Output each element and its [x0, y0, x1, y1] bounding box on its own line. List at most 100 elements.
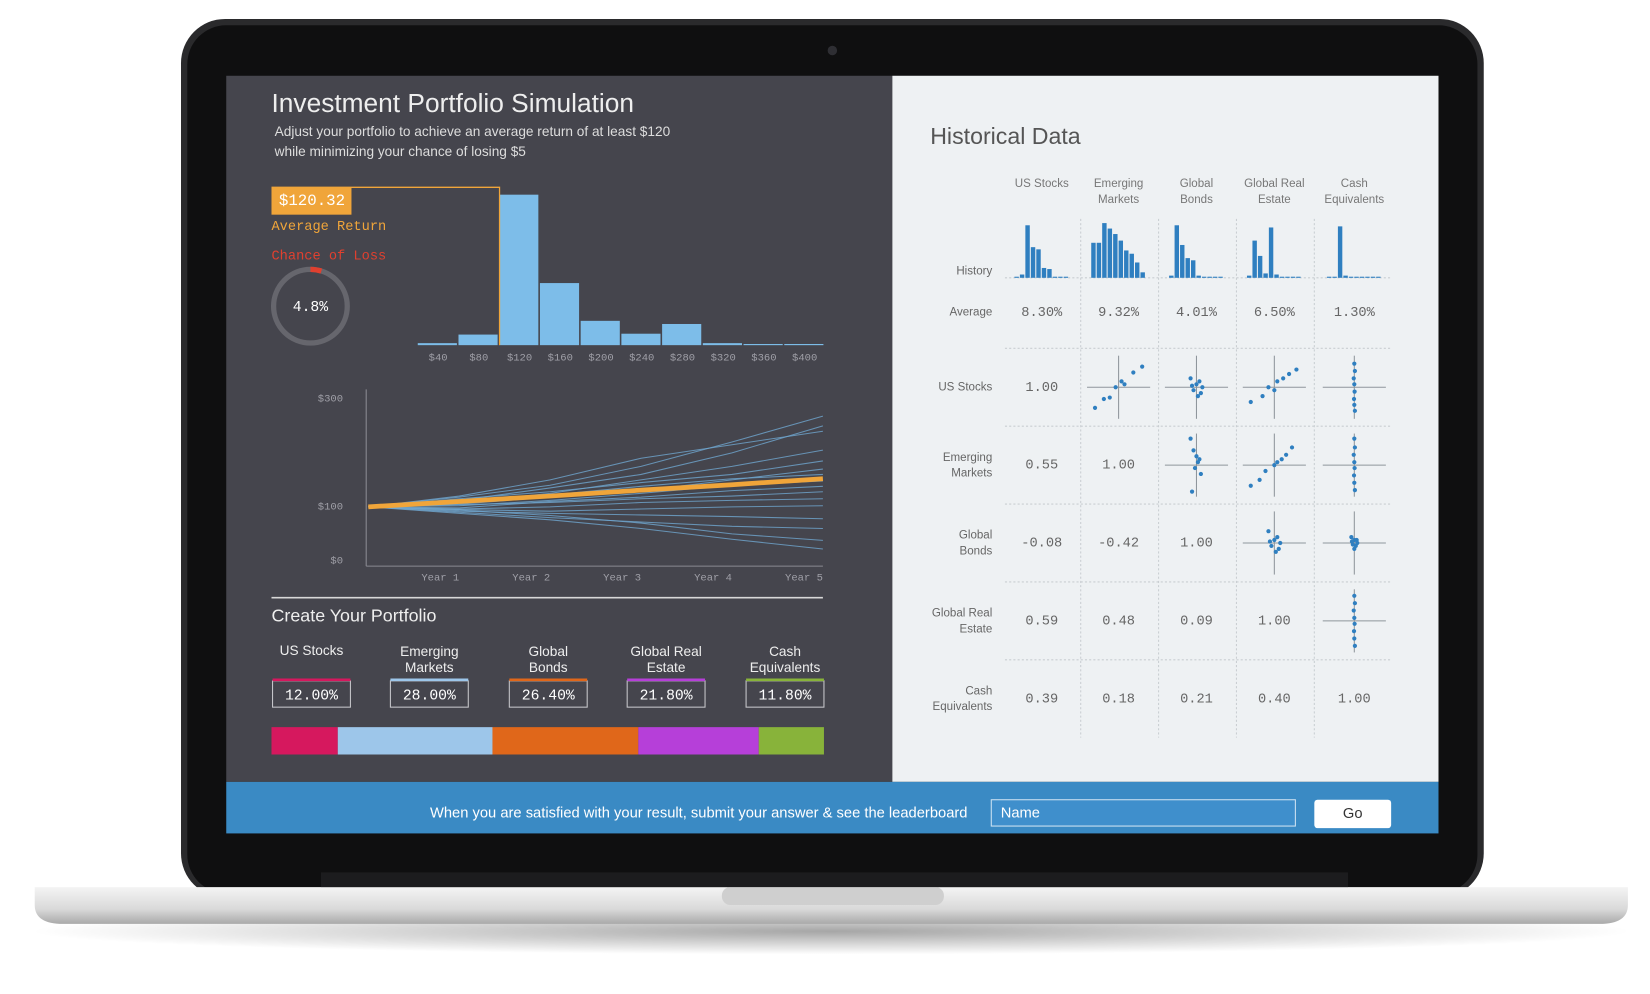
correlation-value: 0.48	[1102, 614, 1135, 629]
row-label: Estate	[960, 623, 993, 635]
x-tick-label: $160	[548, 353, 573, 365]
app-title: Investment Portfolio Simulation	[271, 88, 633, 118]
allocation-value: 28.00%	[403, 688, 456, 704]
scatter-point	[1107, 395, 1112, 400]
scatter-point	[1272, 537, 1277, 543]
column-header: US Stocks	[1015, 178, 1069, 190]
histogram-bar	[580, 320, 620, 346]
laptop-base	[34, 887, 1628, 924]
scatter-point	[1352, 593, 1357, 598]
history-bar	[1025, 225, 1030, 278]
history-bar	[1274, 274, 1279, 278]
scatter-point	[1122, 382, 1127, 387]
scatter-point	[1266, 529, 1271, 534]
column-header: Estate	[1258, 194, 1291, 206]
history-bar	[1268, 227, 1274, 278]
x-tick-label: $320	[711, 353, 736, 365]
scatter-point	[1279, 457, 1284, 462]
history-bar	[1058, 276, 1063, 278]
scatter-point	[1195, 393, 1201, 399]
scatter-point	[1352, 402, 1357, 408]
scatter-point	[1194, 382, 1199, 387]
history-bar	[1140, 272, 1145, 278]
column-header: Global	[1180, 178, 1213, 190]
history-bar	[1207, 276, 1212, 278]
average-path	[368, 476, 824, 510]
history-bar	[1332, 276, 1337, 278]
correlation-value: 0.09	[1180, 614, 1213, 629]
scatter-point	[1349, 539, 1355, 544]
histogram-bar	[621, 333, 661, 346]
histogram-bar	[539, 283, 580, 346]
history-bar	[1096, 242, 1102, 278]
history-bar	[1365, 276, 1370, 278]
simulation-path	[368, 430, 823, 508]
correlation-value: 0.21	[1180, 692, 1213, 707]
correlation-value: -0.08	[1021, 537, 1062, 552]
x-tick-label: Year 3	[603, 572, 641, 584]
history-bar	[1326, 276, 1332, 278]
correlation-value: 1.00	[1180, 537, 1213, 552]
scatter-point	[1267, 539, 1273, 544]
scatter-point	[1352, 615, 1357, 621]
scatter-point	[1352, 368, 1358, 374]
correlation-value: 0.59	[1025, 614, 1058, 629]
subtitle-line: Adjust your portfolio to achieve an aver…	[275, 124, 671, 139]
average-value: 1.30%	[1334, 306, 1376, 321]
history-bar	[1185, 258, 1190, 278]
history-bar	[1348, 276, 1354, 278]
chance-of-loss-value: 4.8%	[293, 300, 328, 316]
history-bar	[1124, 250, 1129, 278]
scatter-point	[1194, 454, 1199, 459]
y-tick-label: $0	[330, 556, 343, 568]
asset-label: Global	[529, 644, 568, 659]
scatter-point	[1276, 546, 1281, 551]
simulation-path	[368, 485, 823, 509]
go-button[interactable]	[1314, 799, 1392, 829]
simulation-path	[368, 506, 823, 541]
x-tick-label: $120	[507, 353, 532, 365]
row-label: Global Real	[932, 608, 992, 620]
correlation-value: 1.00	[1338, 692, 1371, 707]
scatter-point	[1140, 364, 1145, 369]
row-label: Cash	[965, 685, 992, 697]
scatter-point	[1351, 376, 1356, 381]
scatter-point	[1200, 385, 1205, 390]
average-return-badge	[271, 187, 352, 215]
name-input[interactable]	[990, 799, 1296, 827]
right-panel	[892, 75, 1439, 782]
scatter-point	[1260, 393, 1265, 399]
row-label: Bonds	[960, 545, 993, 557]
asset-label: Bonds	[529, 660, 568, 675]
scatter-point	[1351, 473, 1357, 478]
x-tick-label: $200	[588, 353, 613, 365]
history-bar	[1201, 276, 1207, 278]
x-tick-label: $360	[751, 353, 776, 365]
base-notch	[721, 887, 944, 905]
row-label: US Stocks	[938, 381, 992, 393]
scatter-point	[1352, 480, 1357, 485]
scatter-point	[1352, 361, 1357, 366]
row-label: Markets	[951, 468, 992, 480]
scatter-point	[1248, 399, 1253, 405]
history-bar	[1296, 276, 1301, 278]
scatter-point	[1191, 448, 1196, 453]
hinge	[320, 872, 1348, 888]
correlation-value: 0.40	[1258, 692, 1291, 707]
scatter-point	[1275, 460, 1280, 465]
go-button-label: Go	[1343, 806, 1363, 822]
scatter-point	[1269, 543, 1274, 549]
history-bar	[1190, 260, 1196, 278]
scatter-point	[1191, 388, 1196, 393]
scatter-point	[1272, 388, 1277, 393]
history-bar	[1252, 240, 1257, 278]
scatter-point	[1273, 549, 1278, 554]
history-bar	[1290, 276, 1296, 278]
average-return-label: Average Return	[271, 220, 386, 235]
scatter-point	[1275, 379, 1280, 384]
scatter-point	[1113, 385, 1118, 390]
simulation-path	[368, 491, 823, 508]
scatter-point	[1257, 477, 1262, 482]
